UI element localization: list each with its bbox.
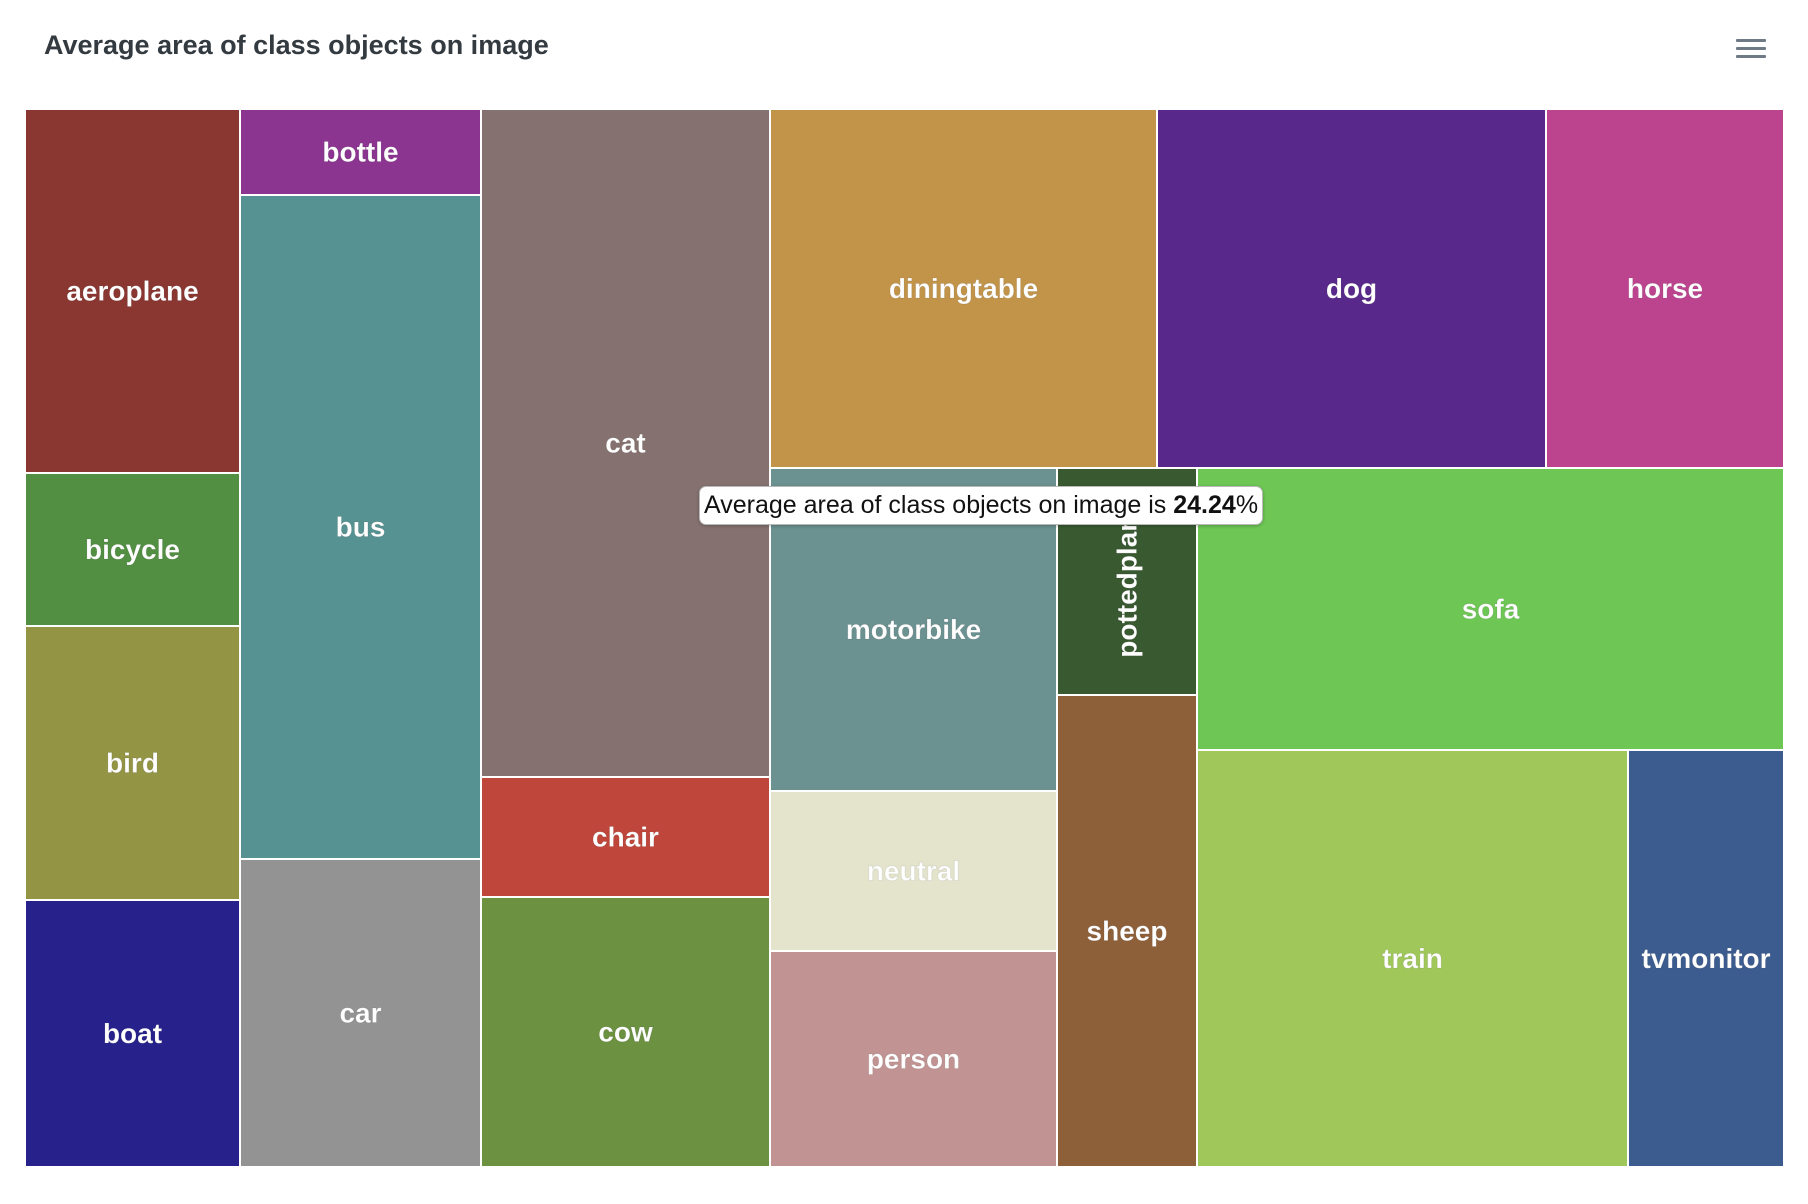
treemap-tile-neutral[interactable] [771,792,1056,950]
treemap-label-sheep: sheep [1087,916,1168,947]
treemap-label-bus: bus [336,512,386,543]
treemap-tile-cat[interactable] [482,110,769,776]
treemap-tile-bird[interactable] [26,627,239,899]
treemap-tile-bottle[interactable] [241,110,480,194]
treemap-label-tvmonitor: tvmonitor [1641,943,1770,974]
treemap-label-dog: dog [1326,273,1377,304]
treemap-label-person: person [867,1044,960,1075]
treemap-label-motorbike: motorbike [846,614,981,645]
tooltip-value: 24.24 [1173,491,1236,519]
hamburger-menu-icon[interactable] [1734,34,1768,64]
treemap-label-cat: cat [605,428,645,459]
treemap-label-pottedplant: pottedplant [1112,505,1143,657]
treemap-label-neutral: neutral [867,856,960,887]
treemap-tile-person[interactable] [771,952,1056,1166]
treemap-tile-cow[interactable] [482,898,769,1166]
treemap-label-cow: cow [598,1017,653,1048]
treemap-label-train: train [1382,943,1443,974]
treemap-tile-dog[interactable] [1158,110,1545,467]
treemap-tile-horse[interactable] [1547,110,1783,467]
treemap-label-diningtable: diningtable [889,273,1038,304]
treemap-label-horse: horse [1627,273,1703,304]
treemap-tile-sofa[interactable] [1198,469,1783,749]
chart-tooltip: Average area of class objects on image i… [699,486,1264,525]
tooltip-prefix: Average area of class objects on image i… [704,491,1167,519]
treemap-label-car: car [339,998,381,1029]
treemap-label-sofa: sofa [1462,594,1520,625]
treemap-label-aeroplane: aeroplane [66,276,198,307]
treemap-label-bicycle: bicycle [85,534,180,565]
tooltip-suffix: % [1235,491,1259,519]
chart-title: Average area of class objects on image [44,30,549,60]
treemap-tile-chair[interactable] [482,778,769,896]
treemap-label-bird: bird [106,748,159,779]
treemap-tile-sheep[interactable] [1058,696,1196,1166]
treemap-label-bottle: bottle [322,137,398,168]
treemap-tile-bicycle[interactable] [26,474,239,625]
treemap-label-boat: boat [103,1018,162,1049]
treemap-tile-car[interactable] [241,860,480,1166]
treemap-label-chair: chair [592,822,659,853]
treemap-tile-bus[interactable] [241,196,480,858]
treemap-tile-tvmonitor[interactable] [1629,751,1783,1166]
treemap-tile-train[interactable] [1198,751,1627,1166]
treemap-tile-diningtable[interactable] [771,110,1156,467]
treemap-tile-boat[interactable] [26,901,239,1166]
treemap-tile-aeroplane[interactable] [26,110,239,472]
